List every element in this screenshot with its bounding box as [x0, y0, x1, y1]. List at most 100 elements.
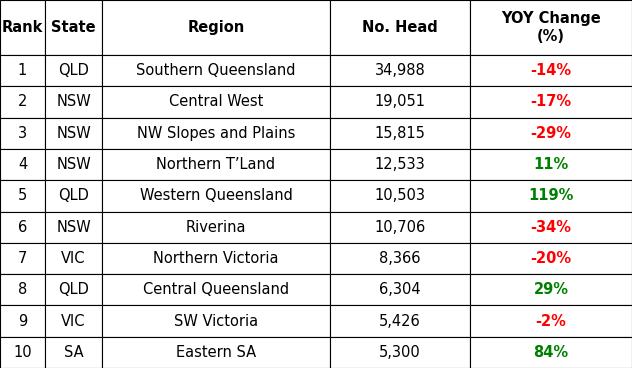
Bar — [45, 180, 102, 212]
Text: Central West: Central West — [169, 95, 263, 109]
Bar — [0, 86, 45, 118]
Bar — [102, 274, 330, 305]
Text: -20%: -20% — [530, 251, 571, 266]
Bar — [0, 149, 45, 180]
Text: 6,304: 6,304 — [379, 282, 421, 297]
Text: 5: 5 — [18, 188, 27, 204]
Text: 34,988: 34,988 — [375, 63, 425, 78]
Text: YOY Change
(%): YOY Change (%) — [501, 11, 601, 44]
Text: -2%: -2% — [535, 314, 566, 329]
Bar — [102, 212, 330, 243]
Text: QLD: QLD — [58, 63, 89, 78]
Bar — [470, 180, 632, 212]
Bar — [102, 243, 330, 274]
Text: Riverina: Riverina — [186, 220, 246, 235]
Text: -14%: -14% — [530, 63, 571, 78]
Text: -29%: -29% — [530, 126, 571, 141]
Text: NW Slopes and Plains: NW Slopes and Plains — [137, 126, 295, 141]
Text: 5,426: 5,426 — [379, 314, 421, 329]
Bar — [0, 337, 45, 368]
Bar — [0, 55, 45, 86]
Text: 10: 10 — [13, 345, 32, 360]
Bar — [45, 337, 102, 368]
Text: No. Head: No. Head — [362, 20, 438, 35]
Bar — [330, 243, 470, 274]
Bar — [0, 243, 45, 274]
Bar — [0, 274, 45, 305]
Text: Northern T’Land: Northern T’Land — [157, 157, 276, 172]
Text: NSW: NSW — [56, 95, 91, 109]
Text: Northern Victoria: Northern Victoria — [153, 251, 279, 266]
Bar — [45, 305, 102, 337]
Bar — [45, 274, 102, 305]
Bar — [45, 118, 102, 149]
Bar — [470, 118, 632, 149]
Bar — [470, 0, 632, 55]
Text: 3: 3 — [18, 126, 27, 141]
Text: NSW: NSW — [56, 157, 91, 172]
Bar — [470, 305, 632, 337]
Text: 9: 9 — [18, 314, 27, 329]
Bar — [470, 86, 632, 118]
Bar — [330, 305, 470, 337]
Text: SW Victoria: SW Victoria — [174, 314, 258, 329]
Text: 4: 4 — [18, 157, 27, 172]
Bar — [102, 305, 330, 337]
Bar — [0, 180, 45, 212]
Text: 15,815: 15,815 — [375, 126, 425, 141]
Text: 8: 8 — [18, 282, 27, 297]
Text: Region: Region — [187, 20, 245, 35]
Bar — [102, 118, 330, 149]
Text: 19,051: 19,051 — [375, 95, 425, 109]
Bar — [0, 0, 45, 55]
Bar — [0, 118, 45, 149]
Bar — [102, 149, 330, 180]
Text: QLD: QLD — [58, 188, 89, 204]
Bar — [330, 337, 470, 368]
Text: 12,533: 12,533 — [375, 157, 425, 172]
Bar — [330, 86, 470, 118]
Bar — [330, 118, 470, 149]
Text: NSW: NSW — [56, 126, 91, 141]
Text: Southern Queensland: Southern Queensland — [137, 63, 296, 78]
Bar — [102, 55, 330, 86]
Bar — [102, 337, 330, 368]
Text: VIC: VIC — [61, 251, 86, 266]
Text: State: State — [51, 20, 96, 35]
Text: -34%: -34% — [530, 220, 571, 235]
Bar — [470, 274, 632, 305]
Text: -17%: -17% — [530, 95, 571, 109]
Bar — [45, 212, 102, 243]
Text: VIC: VIC — [61, 314, 86, 329]
Text: SA: SA — [64, 345, 83, 360]
Bar — [102, 0, 330, 55]
Bar — [45, 149, 102, 180]
Bar — [470, 337, 632, 368]
Text: 1: 1 — [18, 63, 27, 78]
Text: 5,300: 5,300 — [379, 345, 421, 360]
Text: Western Queensland: Western Queensland — [140, 188, 293, 204]
Text: Central Queensland: Central Queensland — [143, 282, 289, 297]
Bar — [102, 180, 330, 212]
Bar — [45, 86, 102, 118]
Bar — [0, 212, 45, 243]
Bar — [330, 149, 470, 180]
Text: 119%: 119% — [528, 188, 574, 204]
Text: 2: 2 — [18, 95, 27, 109]
Text: Rank: Rank — [2, 20, 43, 35]
Bar — [330, 212, 470, 243]
Text: NSW: NSW — [56, 220, 91, 235]
Bar — [330, 0, 470, 55]
Bar — [470, 55, 632, 86]
Bar — [470, 243, 632, 274]
Bar — [45, 0, 102, 55]
Text: 6: 6 — [18, 220, 27, 235]
Text: 7: 7 — [18, 251, 27, 266]
Bar — [0, 305, 45, 337]
Bar — [330, 55, 470, 86]
Text: Eastern SA: Eastern SA — [176, 345, 256, 360]
Bar — [45, 55, 102, 86]
Bar — [102, 86, 330, 118]
Bar — [330, 180, 470, 212]
Text: 84%: 84% — [533, 345, 569, 360]
